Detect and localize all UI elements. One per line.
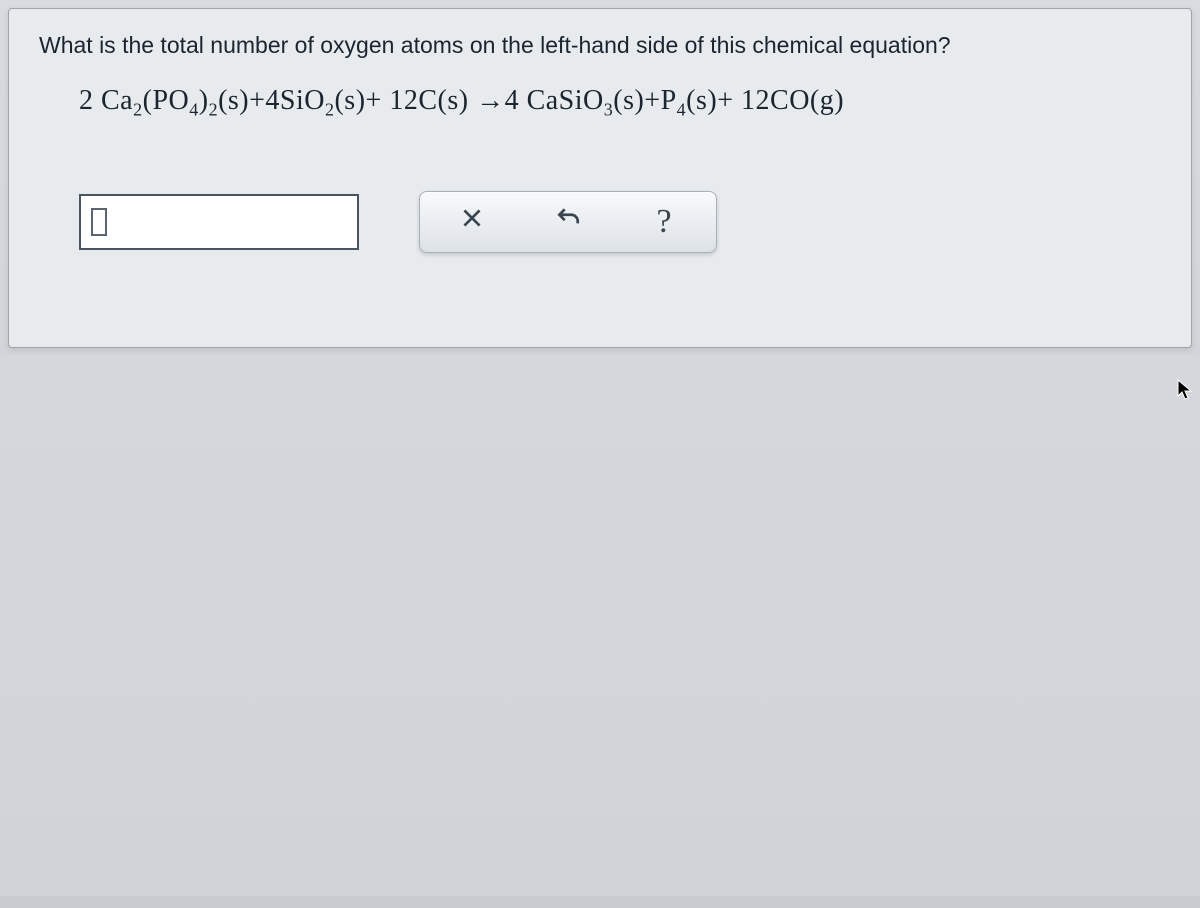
eq-t6-state: (g) <box>810 85 844 116</box>
eq-plus3: + <box>644 85 660 116</box>
eq-t4-state: (s) <box>613 85 644 116</box>
eq-t1-close: ) <box>199 85 209 116</box>
eq-coef2: 4 <box>265 85 280 116</box>
eq-t6-e: CO <box>770 85 810 116</box>
x-icon <box>459 205 485 238</box>
eq-t1-ge: PO <box>152 85 189 116</box>
eq-t1-s2: 2 <box>209 100 219 120</box>
eq-arrow: → <box>476 85 505 116</box>
eq-coef4: 4 <box>505 85 520 116</box>
eq-t5-state: (s) <box>686 85 717 116</box>
cursor-icon <box>1176 378 1194 402</box>
undo-button[interactable] <box>520 196 616 248</box>
help-button[interactable]: ? <box>616 196 712 248</box>
eq-plus1: + <box>249 85 265 116</box>
controls-row: ? <box>79 191 1161 253</box>
eq-t1-gs: 4 <box>189 100 199 120</box>
undo-icon <box>555 205 581 238</box>
eq-t1-open: ( <box>143 85 153 116</box>
eq-t3-state: (s) <box>438 85 469 116</box>
eq-t4-s: 3 <box>604 100 614 120</box>
eq-coef1: 2 <box>79 85 94 116</box>
answer-input[interactable] <box>79 194 359 250</box>
eq-t2-e: SiO <box>280 85 325 116</box>
eq-t5-e: P <box>661 85 677 116</box>
help-icon: ? <box>656 203 671 241</box>
lower-background <box>0 356 1200 896</box>
eq-t2-state: (s) <box>334 85 365 116</box>
question-prompt: What is the total number of oxygen atoms… <box>39 29 1161 61</box>
eq-t1-s1: 2 <box>133 100 143 120</box>
eq-plus4: + <box>717 85 733 116</box>
eq-t5-s: 4 <box>677 100 687 120</box>
eq-t3-e: C <box>418 85 437 116</box>
question-panel: What is the total number of oxygen atoms… <box>8 8 1192 348</box>
eq-coef6: 12 <box>741 85 770 116</box>
clear-button[interactable] <box>424 196 520 248</box>
eq-plus2: + <box>366 85 382 116</box>
eq-t4-e: CaSiO <box>527 85 604 116</box>
chemical-equation: 2 Ca2(PO4)2(s)+4SiO2(s)+ 12C(s) →4 CaSiO… <box>79 85 1161 121</box>
eq-coef3: 12 <box>389 85 418 116</box>
answer-placeholder-glyph <box>91 208 107 236</box>
eq-t1-e1: Ca <box>101 85 133 116</box>
eq-t1-state: (s) <box>218 85 249 116</box>
tool-button-group: ? <box>419 191 717 253</box>
